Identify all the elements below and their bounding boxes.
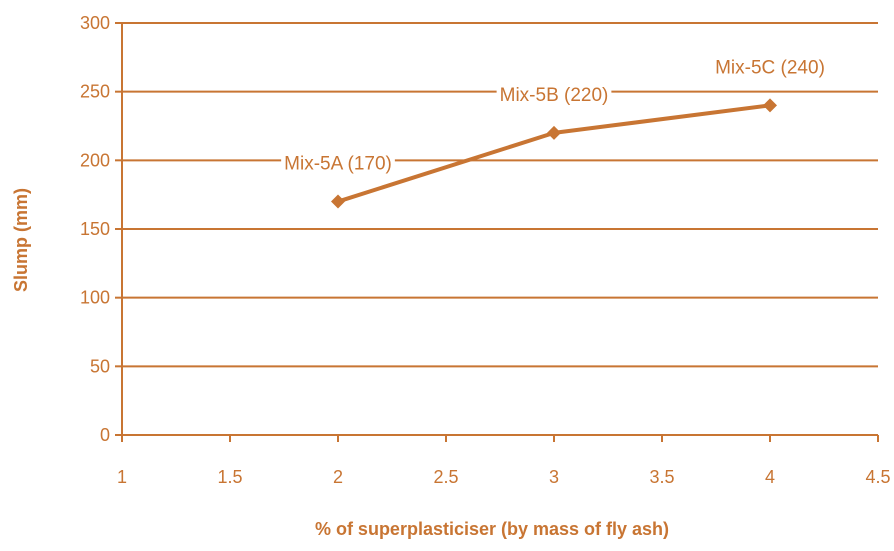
- data-point-marker: [331, 194, 345, 209]
- data-label-background: [496, 83, 612, 107]
- y-tick-label: 50: [90, 356, 110, 376]
- axes: [115, 22, 879, 442]
- y-tick-label: 300: [80, 13, 110, 33]
- x-tick-label: 1.5: [217, 467, 242, 487]
- data-label: Mix-5C (240): [715, 57, 825, 78]
- x-tick-label: 4.5: [865, 467, 890, 487]
- x-tick-label: 1: [117, 467, 127, 487]
- x-tick-label: 4: [765, 467, 775, 487]
- x-tick-label: 2.5: [433, 467, 458, 487]
- data-point-marker: [547, 125, 561, 140]
- y-tick-label: 100: [80, 288, 110, 308]
- x-tick-labels: 1 1.5 2 2.5 3 3.5 4 4.5: [117, 467, 891, 487]
- series-line: [337, 103, 771, 204]
- y-tick-label: 150: [80, 219, 110, 239]
- data-point-marker: [763, 98, 777, 113]
- series: [331, 98, 777, 209]
- x-tick-label: 3.5: [649, 467, 674, 487]
- y-axis-label: Slump (mm): [11, 188, 31, 292]
- y-tick-label: 200: [80, 150, 110, 170]
- data-label-background: [712, 56, 828, 80]
- x-tick-label: 3: [549, 467, 559, 487]
- y-tick-labels: 0 50 100 150 200 250 300: [80, 13, 110, 445]
- x-tick-label: 2: [333, 467, 343, 487]
- y-tick-label: 0: [100, 425, 110, 445]
- data-labels: Mix-5A (170) Mix-5B (220) Mix-5C (240): [281, 56, 828, 176]
- y-tick-label: 250: [80, 82, 110, 102]
- data-label: Mix-5A (170): [284, 154, 392, 175]
- data-label: Mix-5B (220): [500, 85, 609, 106]
- data-label-background: [281, 152, 395, 176]
- x-axis-label: % of superplasticiser (by mass of fly as…: [315, 519, 669, 539]
